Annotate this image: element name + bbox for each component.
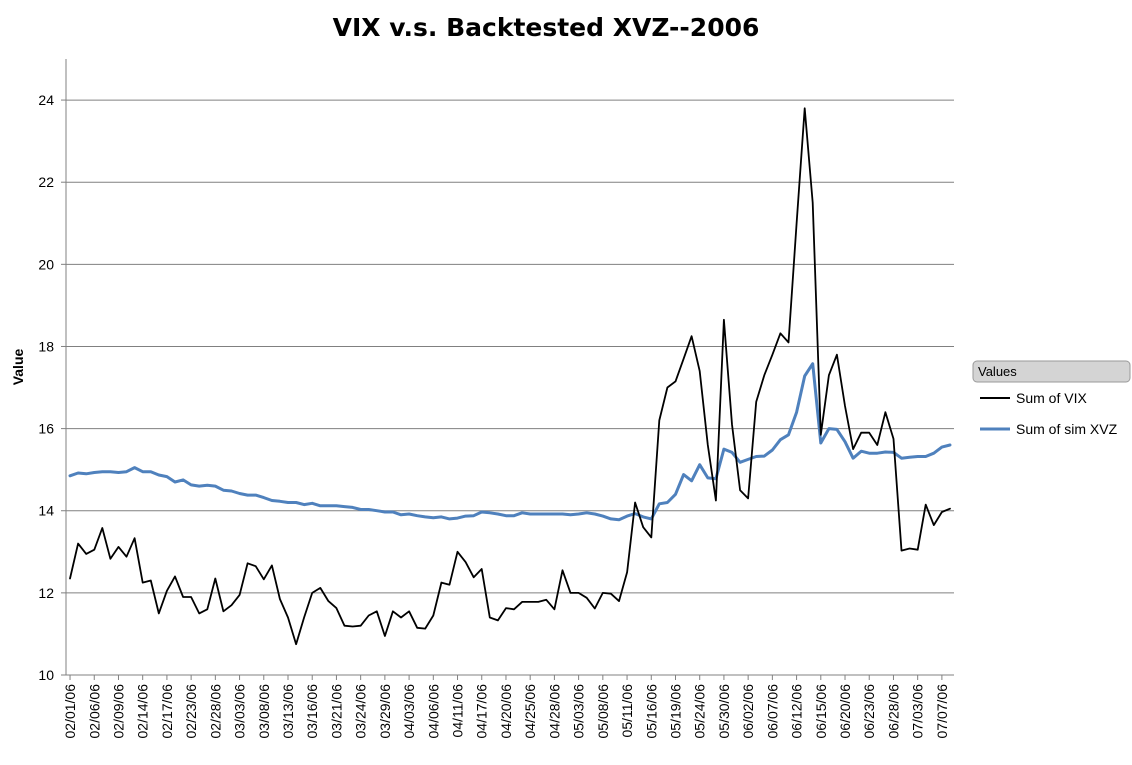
x-tick-label: 03/13/06 [280, 684, 296, 739]
x-tick-label: 06/23/06 [861, 684, 877, 739]
series-lines [68, 107, 952, 646]
legend-label-vix: Sum of VIX [1016, 390, 1087, 406]
x-tick-label: 07/07/06 [934, 684, 950, 739]
x-tick-label: 05/11/06 [619, 684, 635, 738]
axes [61, 59, 954, 680]
y-tick-label: 20 [38, 256, 54, 272]
series-line-vix [69, 107, 951, 646]
y-tick-label: 10 [38, 667, 54, 683]
y-axis-label: Value [10, 349, 26, 386]
x-tick-label: 04/11/06 [450, 684, 466, 738]
x-tick-label: 07/03/06 [910, 684, 926, 739]
x-tick-label: 02/09/06 [110, 684, 126, 739]
x-tick-label: 03/08/06 [256, 684, 272, 739]
y-tick-label: 18 [38, 338, 54, 354]
x-tick-label: 02/01/06 [62, 684, 78, 739]
x-tick-label: 02/23/06 [183, 684, 199, 739]
x-tick-label: 03/29/06 [377, 684, 393, 739]
x-tick-label: 04/17/06 [474, 684, 490, 739]
x-tick-label: 06/28/06 [885, 684, 901, 739]
y-tick-label: 12 [38, 585, 54, 601]
legend-header: Values [978, 364, 1017, 379]
x-tick-label: 06/12/06 [789, 684, 805, 739]
x-tick-label: 04/25/06 [522, 684, 538, 739]
x-tick-label: 06/02/06 [740, 684, 756, 739]
x-tick-label: 05/19/06 [667, 684, 683, 739]
legend-header-box[interactable] [972, 360, 1131, 383]
x-tick-label: 02/28/06 [207, 684, 223, 739]
legend: Values Sum of VIX Sum of sim XVZ [972, 360, 1131, 437]
x-tick-label: 04/20/06 [498, 684, 514, 739]
x-tick-label: 05/24/06 [692, 684, 708, 739]
y-tick-label: 22 [38, 174, 54, 190]
y-tick-label: 16 [38, 421, 54, 437]
x-tick-label: 04/03/06 [401, 684, 417, 739]
series-line-xvz [68, 362, 952, 522]
y-tick-label: 14 [38, 503, 54, 519]
y-tick-label: 24 [38, 92, 54, 108]
x-tick-label: 02/17/06 [159, 684, 175, 739]
y-tick-labels: 10 12 14 16 18 20 22 24 [38, 92, 54, 683]
gridlines [66, 99, 954, 594]
x-tick-label: 02/14/06 [135, 684, 151, 739]
x-tick-label: 02/06/06 [86, 684, 102, 739]
x-tick-label: 03/03/06 [232, 684, 248, 739]
x-tick-label: 04/06/06 [425, 684, 441, 739]
x-tick-label: 06/15/06 [813, 684, 829, 739]
x-tick-label: 04/28/06 [546, 684, 562, 739]
x-tick-labels: 02/01/06 02/06/06 02/09/06 02/14/06 02/17/06… [62, 684, 950, 739]
x-tick-label: 06/07/06 [764, 684, 780, 739]
x-tick-label: 05/03/06 [571, 684, 587, 739]
x-tick-label: 06/20/06 [837, 684, 853, 739]
x-tick-label: 03/24/06 [353, 684, 369, 739]
x-tick-label: 05/16/06 [643, 684, 659, 739]
chart-title: VIX v.s. Backtested XVZ--2006 [333, 13, 760, 42]
legend-label-xvz: Sum of sim XVZ [1016, 421, 1118, 437]
x-tick-label: 05/08/06 [595, 684, 611, 739]
x-tick-label: 03/16/06 [304, 684, 320, 739]
x-tick-label: 05/30/06 [716, 684, 732, 739]
x-tick-label: 03/21/06 [328, 684, 344, 739]
